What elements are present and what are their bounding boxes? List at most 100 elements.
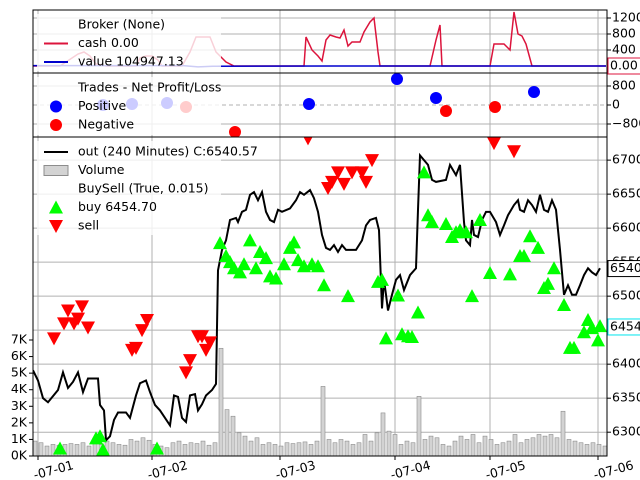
legend-title: BuySell (True, 0.015) [78,181,208,196]
legend-marker [49,200,63,214]
marker [489,100,501,113]
legend-title: Broker (None) [78,17,165,32]
marker [311,259,325,273]
volume-bar [242,435,248,456]
marker [567,340,581,354]
x-tick-label: -07-04 [389,457,432,480]
volume-bar [140,437,146,456]
marker [391,288,405,302]
legend-label: cash 0.00 [78,35,139,50]
marker [259,251,273,265]
volume-bar [596,444,602,456]
marker [528,86,540,99]
marker [503,267,517,281]
volume-bar [488,439,494,456]
volume-bar [218,347,224,456]
volume-bar [386,430,392,456]
marker [53,441,67,455]
value-tag-label: 6454.70 [610,318,640,333]
y-tick-label: 6600 [612,220,640,235]
marker [291,253,305,267]
volume-bar [506,440,512,456]
volume-bar [332,442,338,456]
volume-bar [578,442,584,456]
marker [593,319,607,333]
marker [517,249,531,263]
marker [96,442,110,456]
volume-bar [296,442,302,456]
volume-bar [524,439,530,456]
x-tick-label: -07-02 [146,457,189,480]
volume-bar [290,443,296,456]
volume-bar [542,435,548,456]
marker [325,175,339,189]
y2-tick-label: 7K [11,332,28,347]
volume-bar [536,434,542,456]
marker [331,166,345,180]
volume-bar [602,445,607,456]
volume-bar [266,442,272,456]
volume-bar [164,447,170,456]
marker [591,333,605,347]
volume-bar [116,444,122,456]
marker [355,166,369,180]
marker [317,278,331,292]
value-tag [607,318,640,336]
marker [425,215,439,229]
y2-tick-label: 2K [11,414,28,429]
marker [229,126,241,137]
marker [249,261,263,275]
legend-label: buy 6454.70 [78,199,157,214]
volume-bar [464,439,470,456]
volume-bar [452,440,458,456]
y-tick-label: 6700 [612,152,640,167]
volume-bar [182,444,188,456]
marker [57,317,71,331]
marker [61,304,75,318]
volume-bar [314,440,320,456]
volume-bar [380,412,386,456]
legend-marker [49,220,63,233]
volume-bar [206,444,212,456]
volume-bar [200,440,206,456]
legend-label: Positive [78,98,126,113]
volume-bar [398,444,404,456]
volume-bar [434,437,440,456]
marker [237,257,251,271]
volume-bar [248,440,254,456]
marker [341,289,355,303]
volume-bar [344,440,350,456]
legend-label: Negative [78,117,134,132]
marker [507,145,521,159]
marker [430,91,442,104]
y-tick-label: 0 [612,97,620,112]
marker [183,354,197,368]
volume-bar [572,440,578,456]
marker [375,272,389,286]
volume-bar [110,442,116,456]
volume-bar [512,434,518,456]
marker [465,289,479,303]
marker [487,137,501,151]
marker [359,175,373,189]
series-line [33,152,601,443]
volume-bar [446,445,452,456]
volume-bar [224,409,230,456]
marker [473,212,487,226]
marker [303,137,313,146]
volume-bar [458,435,464,456]
volume-bar [284,442,290,456]
legend-marker [50,100,62,113]
marker [391,73,403,85]
marker [547,261,561,275]
volume-bar [428,435,434,456]
marker [365,154,379,168]
volume-bar [122,444,128,456]
marker [411,305,425,319]
volume-bar [470,434,476,456]
volume-bar [560,410,566,456]
marker [233,265,247,279]
y-tick-label: 800 [612,26,636,41]
volume-bar [356,442,362,456]
marker [150,441,164,455]
